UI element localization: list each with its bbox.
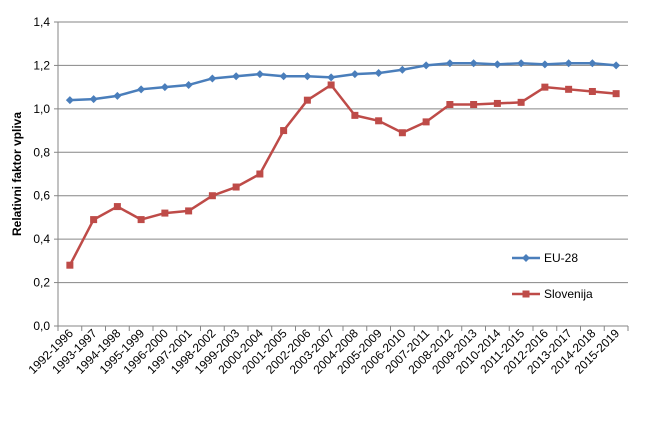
data-point xyxy=(280,127,288,135)
data-point xyxy=(612,61,621,70)
y-tick-label: 0,6 xyxy=(33,189,50,203)
legend: EU-28 Slovenija xyxy=(512,251,593,301)
data-point xyxy=(161,209,169,217)
data-point xyxy=(493,60,502,69)
legend-marker xyxy=(522,290,530,298)
data-point xyxy=(279,72,288,81)
data-point xyxy=(256,170,264,178)
legend-item-0: EU-28 xyxy=(512,251,578,265)
data-point xyxy=(232,72,241,81)
series-line-1 xyxy=(68,83,617,266)
data-point xyxy=(565,85,573,93)
data-point xyxy=(588,59,597,68)
data-point xyxy=(185,207,193,215)
data-point xyxy=(255,70,264,79)
data-point xyxy=(588,87,596,95)
data-point xyxy=(303,96,311,104)
data-point xyxy=(398,65,407,74)
y-tick-label: 0,0 xyxy=(33,319,50,333)
data-point xyxy=(232,183,240,191)
data-point xyxy=(470,101,478,109)
data-point xyxy=(327,81,335,89)
data-point xyxy=(493,99,501,107)
data-point xyxy=(113,91,122,100)
data-point xyxy=(374,69,383,78)
y-tick-label: 0,2 xyxy=(33,276,50,290)
data-point xyxy=(184,80,193,89)
data-point xyxy=(541,83,549,91)
data-point xyxy=(517,59,526,68)
data-point xyxy=(422,61,431,70)
data-point xyxy=(445,59,454,68)
series-line-0 xyxy=(69,62,617,102)
data-point xyxy=(398,129,406,137)
data-point xyxy=(208,192,216,200)
data-point xyxy=(540,60,549,69)
legend-marker xyxy=(522,254,530,262)
data-point xyxy=(303,72,312,81)
data-point xyxy=(66,261,74,269)
data-point xyxy=(137,85,146,94)
legend-item-1: Slovenija xyxy=(512,287,593,301)
data-point xyxy=(350,70,359,79)
data-point xyxy=(446,101,454,109)
data-point xyxy=(89,95,98,104)
x-tick-labels: 1992-19961993-19971994-19981995-19991996… xyxy=(26,326,623,377)
legend-label: EU-28 xyxy=(544,251,578,265)
data-point xyxy=(137,216,145,224)
y-tick-labels: 0,0 0,2 0,4 0,6 0,8 1,0 1,2 1,4 xyxy=(33,15,50,333)
y-tick-label: 1,4 xyxy=(33,15,50,29)
data-point xyxy=(375,117,383,125)
y-axis-label: Relativni faktor vpliva xyxy=(10,112,24,236)
data-point xyxy=(612,90,620,98)
data-point xyxy=(351,111,359,119)
y-tick-label: 0,8 xyxy=(33,145,50,159)
data-point xyxy=(65,96,74,105)
data-point xyxy=(327,73,336,82)
grid xyxy=(58,21,628,327)
data-point xyxy=(90,216,98,224)
data-point xyxy=(422,118,430,126)
data-point xyxy=(517,98,525,106)
data-point xyxy=(160,83,169,92)
data-point xyxy=(208,74,217,83)
axes xyxy=(54,21,629,331)
y-tick-label: 0,4 xyxy=(33,232,50,246)
y-tick-label: 1,2 xyxy=(33,58,50,72)
data-point xyxy=(469,59,478,68)
y-tick-label: 1,0 xyxy=(33,102,50,116)
series-layer xyxy=(65,59,621,269)
data-point xyxy=(564,59,573,68)
legend-label: Slovenija xyxy=(544,287,593,301)
data-point xyxy=(113,203,121,211)
